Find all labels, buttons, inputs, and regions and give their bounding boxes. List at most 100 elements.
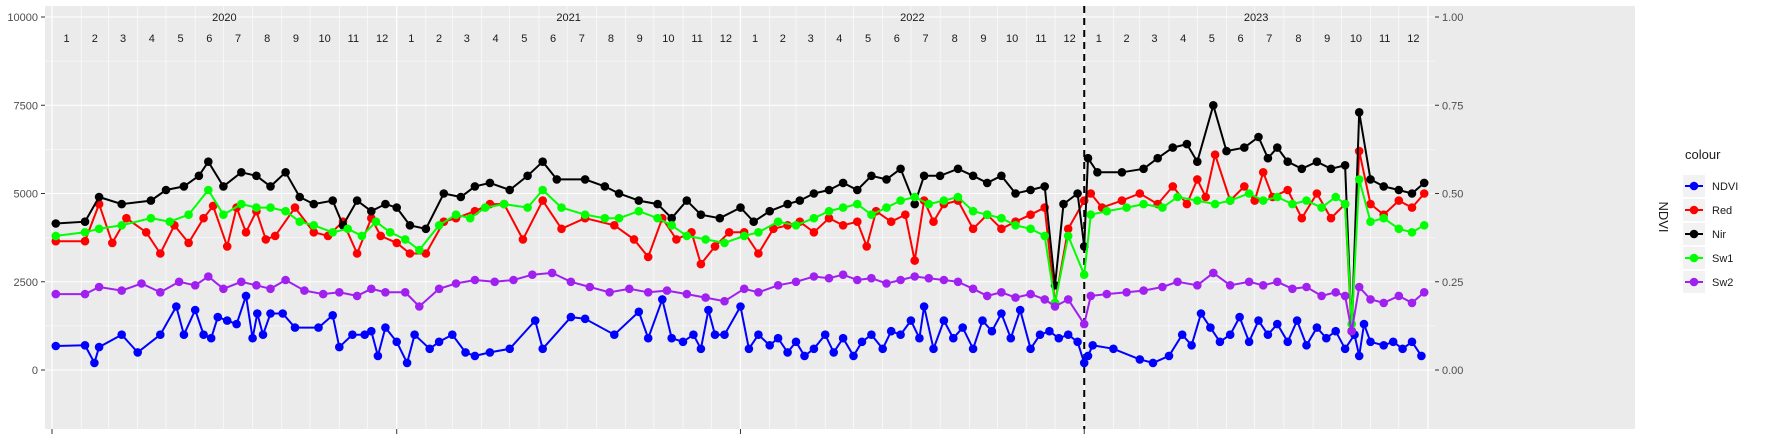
data-point [94, 282, 104, 292]
month-label: 10 [1350, 33, 1362, 45]
data-point [480, 203, 490, 212]
data-point [1173, 192, 1182, 202]
month-label: 2 [92, 33, 98, 45]
data-point [295, 217, 305, 226]
data-point [392, 238, 402, 248]
data-point [1222, 146, 1231, 156]
y-tick-label: 0 [32, 365, 38, 377]
data-point [237, 277, 246, 287]
data-point [1273, 319, 1282, 329]
data-point [862, 242, 871, 251]
data-point [643, 333, 653, 343]
data-point [1117, 196, 1127, 205]
data-point [783, 199, 792, 209]
data-point [117, 286, 126, 295]
data-point [248, 333, 257, 343]
data-point [1187, 341, 1196, 350]
data-point [376, 231, 386, 241]
data-point [1317, 203, 1326, 212]
data-point [1225, 196, 1235, 205]
data-point [882, 279, 891, 288]
data-point [51, 341, 61, 351]
data-point [538, 157, 547, 166]
data-point [80, 217, 90, 226]
data-point [485, 348, 495, 357]
data-point [547, 268, 557, 278]
data-point [509, 275, 518, 285]
data-point [600, 213, 610, 223]
data-point [434, 221, 444, 230]
data-point [505, 185, 514, 195]
data-point [199, 213, 208, 223]
month-label: 3 [808, 33, 814, 45]
data-point [1210, 199, 1220, 209]
data-point [266, 203, 275, 212]
data-point [982, 178, 992, 188]
data-point [1196, 309, 1206, 318]
data-point [736, 203, 745, 212]
data-point [901, 210, 910, 219]
data-point [448, 330, 457, 340]
data-point [557, 224, 566, 234]
data-point [662, 286, 672, 295]
data-point [820, 330, 830, 340]
data-point [1201, 192, 1210, 202]
data-point [629, 235, 639, 244]
data-point [190, 305, 200, 315]
data-point [266, 182, 275, 191]
year-label: 2023 [1244, 12, 1268, 24]
data-point [400, 288, 410, 297]
data-point [1417, 351, 1426, 361]
data-point [1109, 344, 1118, 354]
data-point [1288, 199, 1297, 209]
data-point [882, 175, 891, 184]
data-point [439, 189, 449, 198]
data-point [137, 279, 146, 288]
data-point [80, 289, 90, 299]
data-point [878, 344, 887, 354]
data-point [653, 213, 662, 223]
month-label: 12 [1064, 33, 1076, 45]
data-point [1193, 281, 1202, 290]
data-point [978, 316, 987, 325]
data-point [910, 199, 919, 209]
data-point [682, 231, 692, 241]
month-label: 9 [293, 33, 299, 45]
data-point [281, 206, 290, 216]
data-point [1059, 199, 1068, 209]
data-point [51, 289, 61, 299]
data-point [1394, 291, 1404, 301]
data-point [1063, 330, 1073, 340]
data-point [896, 196, 905, 205]
data-point [538, 196, 547, 205]
month-label: 6 [550, 33, 556, 45]
data-point [1026, 344, 1035, 354]
data-point [290, 203, 300, 212]
data-point [80, 236, 90, 246]
data-point [809, 189, 819, 198]
data-point [982, 291, 992, 301]
month-label: 8 [1295, 33, 1301, 45]
data-point [1073, 337, 1082, 347]
data-point [352, 249, 362, 258]
data-point [982, 210, 992, 219]
data-point [667, 213, 676, 223]
data-point [117, 330, 126, 340]
data-point [1215, 337, 1225, 347]
data-point [1193, 196, 1202, 205]
data-point [953, 192, 963, 202]
month-label: 9 [980, 33, 986, 45]
data-point [906, 316, 916, 325]
month-label: 4 [836, 33, 842, 45]
month-label: 10 [319, 33, 331, 45]
month-label: 1 [408, 33, 414, 45]
data-point [300, 286, 309, 295]
data-point [1158, 203, 1167, 212]
legend: colour NDVI Red Nir Sw1 Sw2 [1683, 147, 1738, 293]
data-point [1340, 291, 1350, 301]
data-point [485, 178, 495, 188]
data-point [179, 182, 189, 191]
data-point [1168, 143, 1178, 152]
data-point [769, 224, 778, 234]
legend-key-point [1689, 253, 1699, 263]
